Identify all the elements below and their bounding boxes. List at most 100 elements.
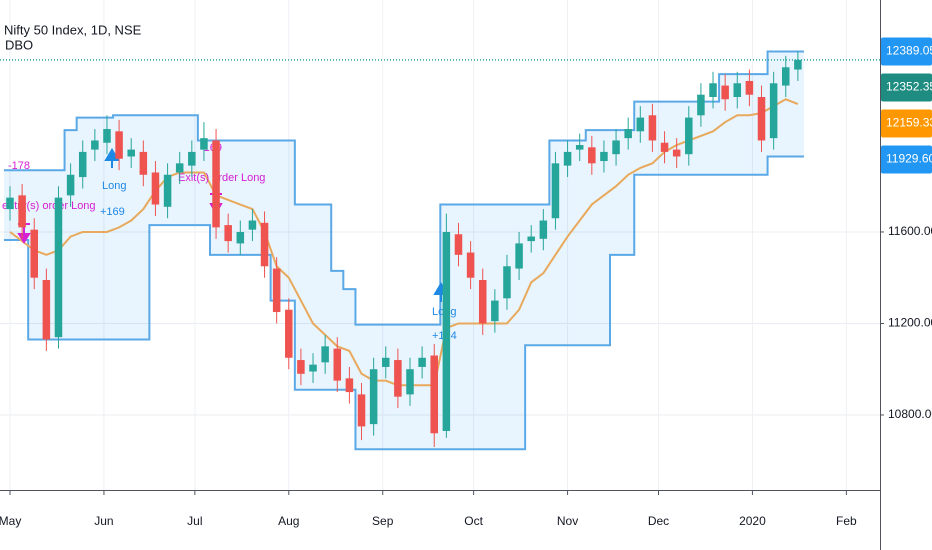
candle-body <box>91 140 99 150</box>
candle-body <box>200 138 208 150</box>
price-badge-label: 12159.33 <box>886 116 932 130</box>
candle-body <box>794 59 802 70</box>
candle-body <box>672 149 681 157</box>
candle-body <box>188 151 196 166</box>
candle-body <box>175 163 184 173</box>
candle-body <box>406 369 414 395</box>
x-tick-label: Jun <box>94 514 113 528</box>
candle-body <box>127 149 135 157</box>
candle-body <box>30 229 38 278</box>
candle-body <box>769 83 778 139</box>
candle-body <box>212 140 220 228</box>
candle-body <box>636 117 645 132</box>
candle-body <box>757 96 766 141</box>
candle-body <box>624 129 632 139</box>
price-badge-label: 12352.35 <box>886 80 932 94</box>
candle-body <box>648 115 657 141</box>
candle-body <box>588 147 596 164</box>
candle-body <box>309 364 317 372</box>
x-tick-label: Jul <box>187 514 202 528</box>
candles <box>6 51 802 447</box>
candle-body <box>248 220 257 230</box>
candle-body <box>442 231 451 431</box>
candle-body <box>527 236 535 242</box>
price-badge <box>881 73 932 102</box>
candle-body <box>224 225 232 242</box>
candle-body <box>709 83 717 97</box>
annotation: Long <box>102 180 126 192</box>
chart-title: Nifty 50 Index, 1D, NSE <box>4 22 142 37</box>
candle-body <box>466 252 475 278</box>
entry-arrow <box>104 148 120 168</box>
x-tick-label: Feb <box>836 514 857 528</box>
candle-body <box>272 268 281 313</box>
candle-body <box>151 172 160 205</box>
candle-body <box>551 163 560 219</box>
candle-body <box>260 222 269 267</box>
candle-body <box>66 174 75 196</box>
candle-body <box>612 140 620 155</box>
candle-body <box>357 394 366 427</box>
upper-band <box>3 50 804 326</box>
x-tick-label: Nov <box>557 514 578 528</box>
candle-body <box>6 197 14 210</box>
time-axis-bg <box>0 491 880 550</box>
candle-body <box>394 360 402 397</box>
candle-body <box>539 220 548 239</box>
candle-body <box>685 117 693 155</box>
candle-body <box>285 309 293 358</box>
candle-body <box>503 266 511 299</box>
candle-body <box>721 85 729 100</box>
candle-body <box>491 300 499 322</box>
price-badge-label: 12389.05 <box>886 44 932 58</box>
x-tick-label: May <box>0 514 21 528</box>
candle-body <box>418 357 426 367</box>
candle-body <box>369 369 378 425</box>
candle-body <box>78 151 87 178</box>
annotation: Exit(s) order Long <box>178 172 265 184</box>
x-tick-label: Sep <box>372 514 394 528</box>
candle-body <box>382 357 390 367</box>
candle-body <box>42 280 51 340</box>
annotation: +169 <box>100 206 125 218</box>
x-tick-label: Dec <box>648 514 669 528</box>
candle-body <box>345 378 354 393</box>
y-tick-label: 11200.00 <box>888 316 932 330</box>
candle-body <box>139 151 148 175</box>
candle-body <box>297 360 305 374</box>
candle-body <box>163 174 172 207</box>
x-tick-label: 2020 <box>739 514 766 528</box>
lower-band <box>3 155 804 451</box>
candle-body <box>333 348 342 381</box>
price-badge-label: 11929.60 <box>886 152 932 166</box>
candle-body <box>745 80 754 95</box>
annotation: entry(s) order Long <box>2 200 96 212</box>
candle-body <box>733 83 742 97</box>
candle-body <box>600 151 608 162</box>
x-tick-label: Aug <box>278 514 299 528</box>
y-tick-label: 10800.00 <box>888 407 932 421</box>
candle-body <box>430 355 438 434</box>
price-badge <box>881 145 932 174</box>
indicator-name: DBO <box>5 37 33 52</box>
price-badge <box>881 37 932 66</box>
price-badge <box>881 109 932 138</box>
y-tick-label: 11600.00 <box>888 224 932 238</box>
candle-body <box>563 151 572 166</box>
candle-body <box>515 243 523 269</box>
annotation: -178 <box>8 160 30 172</box>
candle-body <box>454 234 463 255</box>
candle-body <box>478 280 487 324</box>
candle-body <box>321 346 329 363</box>
candle-body <box>575 145 584 150</box>
candle-body <box>103 129 111 143</box>
x-tick-label: Oct <box>464 514 483 528</box>
candle-body <box>54 197 63 338</box>
candle-body <box>115 131 123 159</box>
candle-body <box>660 142 669 152</box>
candle-body <box>18 195 26 228</box>
candle-body <box>236 231 245 244</box>
